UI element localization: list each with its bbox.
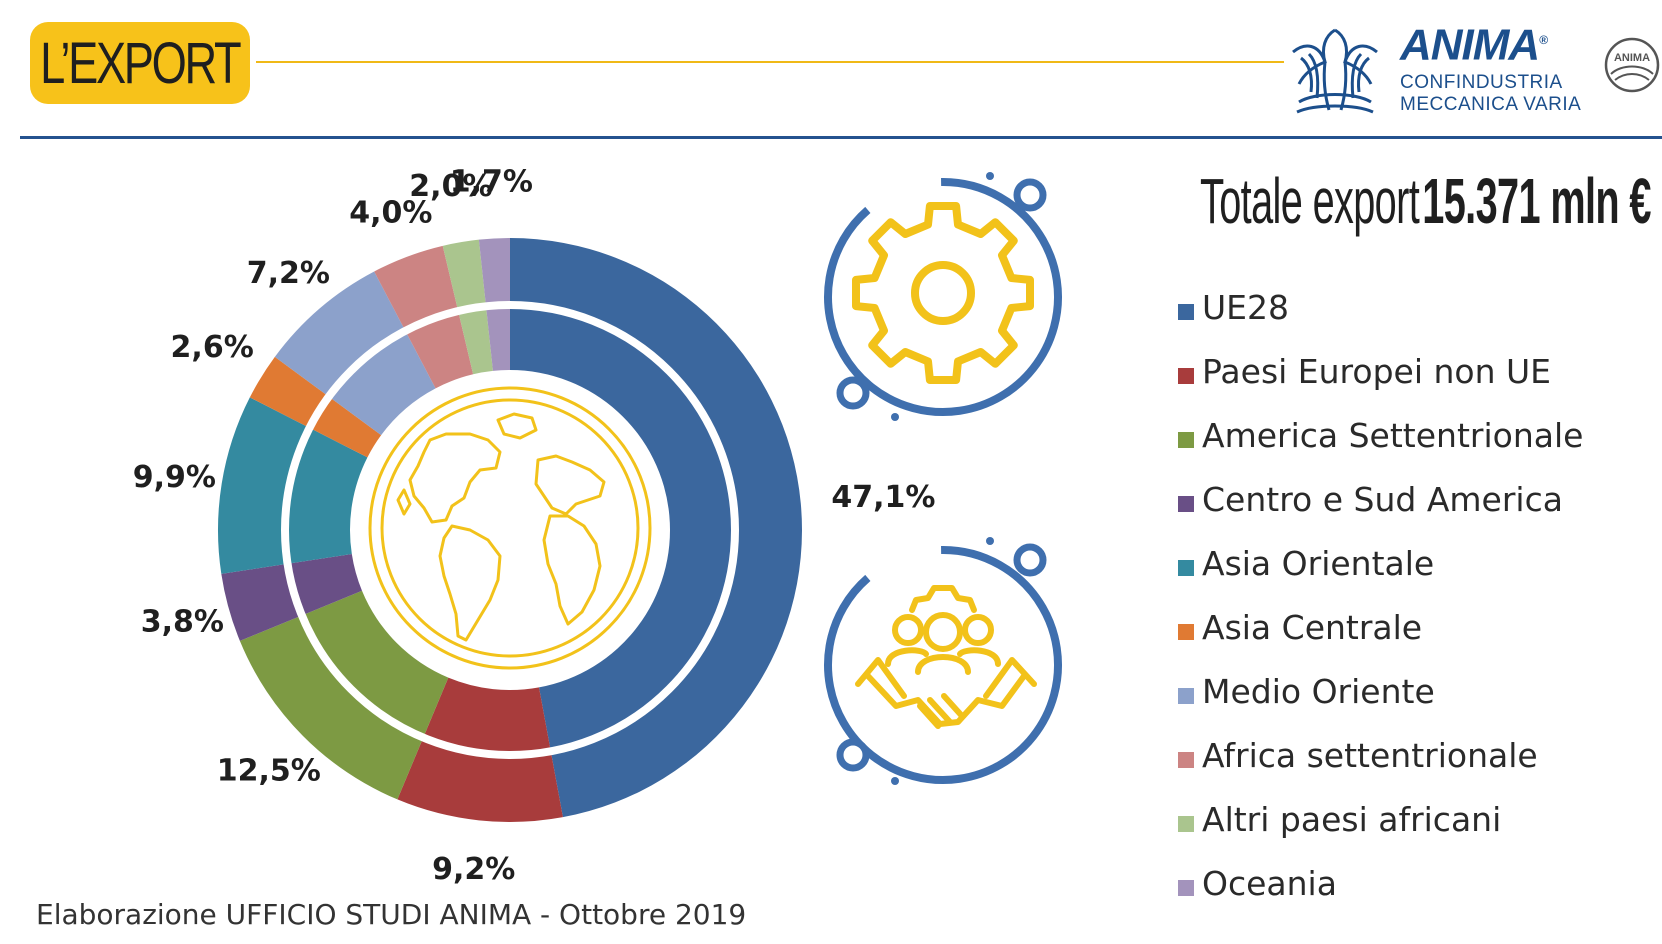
legend-item-ue28: UE28 (1178, 284, 1658, 348)
legend-item-oceania: Oceania (1178, 860, 1658, 924)
legend-swatch-oceania (1178, 880, 1194, 896)
legend-item-paesi-europei-non-ue: Paesi Europei non UE (1178, 348, 1658, 412)
data-label-medio-oriente: 7,2% (247, 256, 330, 291)
logo-brand-text: ANIMA (1400, 20, 1540, 70)
total-label: Totale export (1200, 165, 1420, 237)
legend-item-africa-settentrionale: Africa settentrionale (1178, 732, 1658, 796)
data-label-africa-settentrionale: 4,0% (349, 196, 432, 231)
data-label-asia-orientale: 9,9% (133, 460, 216, 495)
data-label-america-settentrionale: 12,5% (217, 754, 321, 789)
legend-item-centro-sud-america: Centro e Sud America (1178, 476, 1658, 540)
chart-legend: UE28 Paesi Europei non UE America Setten… (1178, 284, 1658, 924)
anima-seal-icon: ANIMA (1604, 37, 1660, 93)
logo-brand-name: ANIMA® (1400, 14, 1600, 72)
legend-swatch-america-settentrionale (1178, 432, 1194, 448)
team-handshake-icon (824, 537, 1062, 785)
legend-label-ue28: UE28 (1202, 288, 1289, 327)
logo-text-block: ANIMA® CONFINDUSTRIA MECCANICA VARIA (1400, 14, 1600, 116)
slice-america-settentrionale (239, 590, 449, 800)
logo-subtitle-line2: MECCANICA VARIA (1400, 93, 1582, 115)
legend-swatch-medio-oriente (1178, 688, 1194, 704)
slice-ue28 (510, 238, 802, 818)
source-footnote: Elaborazione UFFICIO STUDI ANIMA - Ottob… (36, 898, 747, 931)
legend-label-asia-centrale: Asia Centrale (1202, 608, 1423, 647)
ring-separator (281, 301, 739, 759)
slice-labels: 47,1% 9,2% 12,5% 3,8% 9,9% 2,6% 7,2% 4,0%2,0%1,… (133, 164, 936, 887)
legend-label-africa-settentrionale: Africa settentrionale (1202, 736, 1538, 775)
gear-icon (824, 172, 1062, 421)
legend-item-asia-orientale: Asia Orientale (1178, 540, 1658, 604)
slice-medio-oriente (274, 271, 436, 436)
legend-swatch-asia-orientale (1178, 560, 1194, 576)
logo-subtitle-line1: CONFINDUSTRIA (1400, 71, 1563, 93)
legend-swatch-altri-paesi-africani (1178, 816, 1194, 832)
legend-label-altri-paesi-africani: Altri paesi africani (1202, 800, 1502, 839)
legend-item-america-settentrionale: America Settentrionale (1178, 412, 1658, 476)
data-label-ue28: 47,1% (831, 480, 935, 515)
header-divider (20, 136, 1662, 139)
section-title: L’EXPORT (40, 30, 242, 96)
title-underline (256, 61, 1284, 63)
globe-icon (368, 386, 652, 670)
legend-swatch-ue28 (1178, 304, 1194, 320)
legend-item-asia-centrale: Asia Centrale (1178, 604, 1658, 668)
data-label-centro-e-sud-america: 3,8% (141, 605, 224, 640)
legend-label-asia-orientale: Asia Orientale (1202, 544, 1435, 583)
legend-swatch-asia-centrale (1178, 624, 1194, 640)
export-donut-chart: 47,1% 9,2% 12,5% 3,8% 9,9% 2,6% 7,2% 4,0%2,0%1,… (133, 164, 1062, 887)
legend-item-medio-oriente: Medio Oriente (1178, 668, 1658, 732)
donut-slices (218, 238, 802, 822)
confindustria-eagle-icon (1292, 28, 1378, 114)
data-label-asia-centrale: 2,6% (171, 330, 254, 365)
legend-label-medio-oriente: Medio Oriente (1202, 672, 1435, 711)
legend-label-oceania: Oceania (1202, 864, 1337, 903)
data-label-altri-paesi-africani: 2,0% (409, 169, 492, 204)
legend-swatch-africa-settentrionale (1178, 752, 1194, 768)
legend-swatch-paesi-europei-non-ue (1178, 368, 1194, 384)
legend-swatch-centro-sud-america (1178, 496, 1194, 512)
slice-africa-settentrionale (374, 245, 474, 389)
total-export: Totale export 15.371 mln € (1200, 164, 1651, 238)
seal-text: ANIMA (1614, 52, 1650, 64)
registered-mark: ® (1539, 33, 1548, 47)
legend-label-centro-sud-america: Centro e Sud America (1202, 480, 1563, 519)
legend-label-america-settentrionale: America Settentrionale (1202, 416, 1584, 455)
data-label-oceania: 1,7% (450, 164, 533, 199)
legend-item-altri-paesi-africani: Altri paesi africani (1178, 796, 1658, 860)
data-label-paesi-europei-non-ue: 9,2% (432, 852, 515, 887)
total-value: 15.371 mln € (1422, 165, 1651, 237)
legend-label-paesi-europei-non-ue: Paesi Europei non UE (1202, 352, 1552, 391)
slice-asia-centrale (249, 356, 382, 458)
section-title-badge: L’EXPORT (30, 22, 250, 104)
anima-logo: ANIMA® CONFINDUSTRIA MECCANICA VARIA ANI… (1285, 14, 1662, 124)
